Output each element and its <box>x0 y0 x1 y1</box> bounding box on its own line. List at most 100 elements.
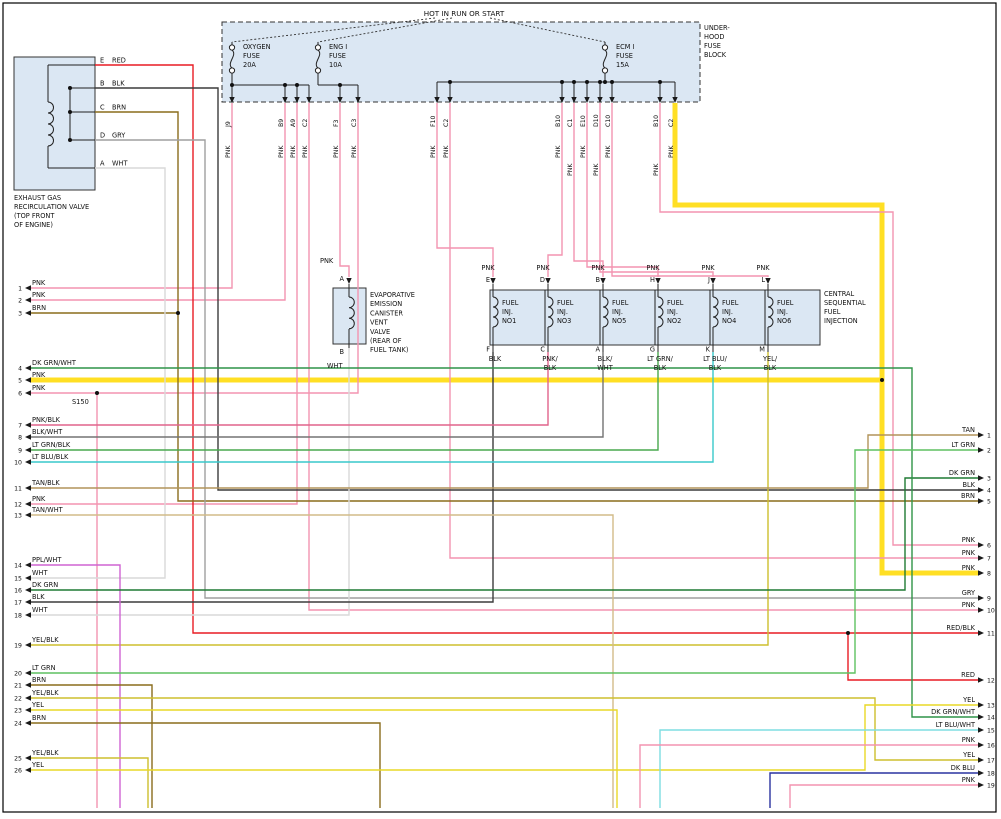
wire-pplwht-left14 <box>31 564 121 808</box>
wire-color-label: BLK <box>709 364 722 372</box>
wire-ltgrnblk-inj-g <box>31 352 659 451</box>
wire-tanwht-left13 <box>31 514 614 808</box>
wire-color-label: DK BLU <box>951 764 975 772</box>
wire-tanblk-left11 <box>31 434 978 489</box>
wire-pnk-c2-right10 <box>308 103 978 611</box>
splice-label: S150 <box>72 398 89 406</box>
injector-pin-letter: C <box>540 346 545 354</box>
wire-color-label: BLK <box>654 364 667 372</box>
coil-symbol <box>492 296 499 328</box>
wire-color-label: PNK <box>701 264 715 272</box>
wire-pnk-b10-inj-d <box>547 103 563 277</box>
fuse-block-label: UNDER- <box>704 24 730 32</box>
egr-pin-letter: E <box>100 57 104 65</box>
fuse-output-arrow-icon <box>657 97 663 103</box>
fuse-label: FUSE <box>243 52 260 60</box>
right-connector-arrow-icon <box>978 770 984 776</box>
injector-pin-letter: M <box>759 346 765 354</box>
left-pin-number: 16 <box>14 588 22 595</box>
fuse-label: FUSE <box>616 52 633 60</box>
fuse-output-arrow-icon <box>609 97 615 103</box>
injection-caption: INJECTION <box>824 317 858 325</box>
left-connector-arrow-icon <box>25 459 31 465</box>
connector-pin-label: B10 <box>653 115 660 127</box>
left-pin-number: 21 <box>14 683 22 690</box>
injector-label: FUEL <box>777 299 794 307</box>
left-pin-number: 1 <box>18 286 22 293</box>
dotted-feed-line <box>489 17 606 43</box>
left-connector-arrow-icon <box>25 695 31 701</box>
wire-color-label: RED <box>112 57 126 65</box>
coil-symbol <box>602 296 609 328</box>
coil-symbol <box>712 296 719 328</box>
junction-dot <box>585 80 589 84</box>
right-connector-arrow-icon <box>978 714 984 720</box>
junction-dot <box>658 80 662 84</box>
junction-dot <box>448 80 452 84</box>
wire-color-label: PNK <box>32 371 46 379</box>
left-pin-number: 23 <box>14 708 22 715</box>
connector-pin-label: C2 <box>668 119 675 127</box>
right-pin-number: 6 <box>987 543 991 550</box>
wire-color-label: GRY <box>962 589 976 597</box>
left-pin-number: 9 <box>18 448 22 455</box>
right-pin-number: 2 <box>987 448 991 455</box>
left-connector-arrow-icon <box>25 390 31 396</box>
left-pin-number: 2 <box>18 298 22 305</box>
wire-pnk-b9-left2 <box>31 103 286 301</box>
left-connector-arrow-icon <box>25 512 31 518</box>
injector-label: NO2 <box>667 317 681 325</box>
evap-caption: VALVE <box>370 328 390 336</box>
wire-color-label: BRN <box>112 104 126 112</box>
wire-color-label: PNK <box>962 564 976 572</box>
right-connector-arrow-icon <box>978 542 984 548</box>
wire-color-label: PNK <box>481 264 495 272</box>
coil-symbol <box>767 296 774 328</box>
wire-color-label: WHT <box>32 606 48 614</box>
left-connector-arrow-icon <box>25 297 31 303</box>
left-pin-number: 15 <box>14 576 22 583</box>
fuse-output-arrow-icon <box>571 97 577 103</box>
left-pin-number: 4 <box>18 366 22 373</box>
wire-yelblk-left25 <box>31 757 149 808</box>
injector-pin-letter: H <box>650 276 655 284</box>
left-connector-arrow-icon <box>25 434 31 440</box>
injector-label: FUEL <box>722 299 739 307</box>
fuse-label: ENG I <box>329 43 347 51</box>
evap-caption: (REAR OF <box>370 337 402 345</box>
wire-color-label: LT GRN/ <box>647 355 674 363</box>
left-pin-number: 7 <box>18 423 22 430</box>
injection-caption: FUEL <box>824 308 841 316</box>
right-pin-number: 4 <box>987 488 991 495</box>
wire-red-branch-right12 <box>847 633 978 681</box>
wire-color-label: LT BLU/WHT <box>936 721 976 729</box>
right-connector-arrow-icon <box>978 757 984 763</box>
injector-pin-letter: B <box>595 276 600 284</box>
wire-color-label: PNK <box>580 145 587 158</box>
wire-color-label: BLK <box>32 593 45 601</box>
fuse-output-arrow-icon <box>229 97 235 103</box>
right-pin-number: 17 <box>987 758 995 765</box>
fuse-output-arrow-icon <box>355 97 361 103</box>
right-pin-number: 3 <box>987 476 991 483</box>
injector-pin-letter: F <box>486 346 490 354</box>
left-pin-number: 26 <box>14 768 22 775</box>
left-pin-number: 25 <box>14 756 22 763</box>
dotted-feed-line <box>317 17 453 43</box>
left-connector-arrow-icon <box>25 575 31 581</box>
wire-yel-left23 <box>31 709 618 808</box>
wire-color-label: LT GRN <box>32 664 56 672</box>
wire-color-label: PNK <box>32 495 46 503</box>
fuse-output-arrow-icon <box>672 97 678 103</box>
left-connector-arrow-icon <box>25 365 31 371</box>
left-pin-number: 3 <box>18 311 22 318</box>
evap-caption: VENT <box>370 319 389 327</box>
wire-blkwht-inj-a <box>31 352 604 438</box>
injector-label: FUEL <box>667 299 684 307</box>
fuse-block-label: HOOD <box>704 33 724 41</box>
wire-color-label: YEL <box>962 696 975 704</box>
fuse-output-arrow-icon <box>597 97 603 103</box>
left-pin-number: 8 <box>18 435 22 442</box>
wire-color-label: LT BLU/BLK <box>32 453 69 461</box>
fuse-output-arrow-icon <box>434 97 440 103</box>
